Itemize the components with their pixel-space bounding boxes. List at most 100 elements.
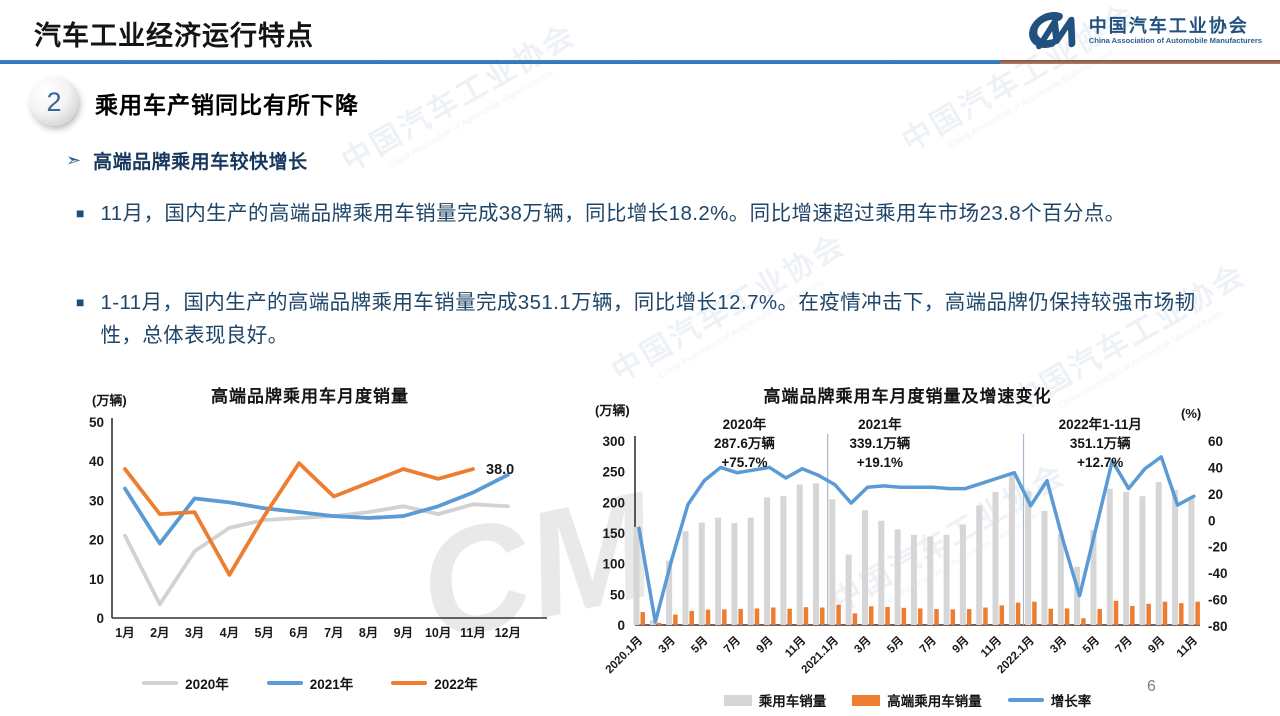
logo-mark-icon: [1028, 12, 1076, 50]
page-title: 汽车工业经济运行特点: [34, 21, 314, 51]
svg-text:9月: 9月: [394, 626, 413, 640]
left-chart-unit-label: (万辆): [92, 393, 127, 408]
svg-text:4月: 4月: [220, 626, 239, 640]
svg-text:-40: -40: [1208, 566, 1228, 581]
logo: 中国汽车工业协会 China Association of Automobile…: [1009, 8, 1262, 54]
svg-text:20: 20: [89, 533, 104, 548]
bar-premium: [1097, 609, 1102, 625]
bar-pv: [943, 534, 950, 625]
bar-premium: [1032, 601, 1037, 625]
svg-text:-60: -60: [1208, 593, 1228, 608]
page-number: 6: [1147, 678, 1156, 695]
legend-item: 乘用车销量: [723, 690, 826, 710]
bar-premium: [1064, 608, 1070, 625]
bar-pv: [698, 522, 705, 625]
legend-label: 高端乘用车销量: [887, 694, 982, 709]
svg-text:11月: 11月: [1174, 634, 1200, 660]
bar-premium: [917, 608, 923, 625]
svg-text:38.0: 38.0: [486, 462, 514, 478]
bar-pv: [764, 497, 771, 625]
svg-text:7月: 7月: [917, 634, 939, 656]
bar-pv: [1008, 474, 1015, 625]
right-chart-title: 高端品牌乘用车月度销量及增速变化: [763, 387, 1052, 406]
svg-text:10: 10: [89, 572, 104, 587]
right-chart-left-unit-label: (万辆): [595, 403, 630, 418]
bar-premium: [1130, 605, 1135, 625]
logo-name-cn: 中国汽车工业协会: [1088, 16, 1249, 37]
arrow-bullet-icon: ➣: [66, 150, 82, 170]
bar-premium: [820, 607, 825, 625]
svg-text:5月: 5月: [689, 634, 711, 656]
legend-label: 2022年: [434, 677, 478, 692]
bar-pv: [878, 520, 885, 625]
svg-text:11月: 11月: [460, 626, 486, 640]
svg-text:0: 0: [96, 611, 104, 626]
series-line-2021年: [123, 473, 510, 546]
bar-pv: [894, 529, 901, 625]
bar-premium: [1015, 602, 1021, 625]
right-chart: 高端品牌乘用车月度销量及增速变化 (万辆) (%) 0 50 100 150 200 25…: [575, 376, 1240, 710]
bar-premium: [803, 607, 809, 625]
legend-swatch: [723, 694, 752, 706]
bullet-item: ■ 11月，国内生产的高端品牌乘用车销量完成38万辆，同比增长18.2%。同比增…: [76, 198, 1216, 231]
svg-text:10月: 10月: [425, 626, 451, 640]
svg-text:1月: 1月: [115, 626, 134, 640]
square-bullet-icon: ■: [76, 294, 85, 310]
svg-text:5月: 5月: [1080, 634, 1102, 656]
bar-premium: [705, 609, 711, 625]
bar-premium: [852, 613, 858, 625]
svg-text:12月: 12月: [495, 626, 521, 640]
left-chart-svg: 0 10 20 30 40 50 1月 2月 3月 4月 5月 6月 7月 8月 9月 10月 11月 12月 38…: [89, 415, 547, 640]
bar-premium: [901, 607, 907, 625]
bar-pv: [992, 491, 999, 625]
bar-pv: [1172, 490, 1179, 625]
bar-pv: [1074, 566, 1081, 625]
svg-text:60: 60: [1208, 434, 1223, 449]
bar-pv: [633, 526, 640, 625]
subheading: ➣ 高端品牌乘用车较快增长: [66, 147, 308, 174]
svg-text:150: 150: [602, 526, 625, 541]
svg-text:7月: 7月: [324, 626, 343, 640]
legend-label: 2020年: [185, 677, 229, 692]
bar-pv: [1025, 491, 1032, 625]
bar-pv: [1188, 498, 1195, 625]
growth-line: [637, 455, 1196, 624]
bar-premium: [950, 609, 956, 625]
svg-text:0: 0: [617, 618, 625, 633]
left-chart-legend: 2020年 2021年 2022年: [60, 673, 560, 693]
svg-text:11月: 11月: [782, 634, 808, 660]
bar-pv: [682, 531, 689, 625]
legend-item: 2022年: [391, 673, 478, 693]
left-chart-title: 高端品牌乘用车月度销量: [211, 387, 409, 406]
svg-text:100: 100: [602, 557, 625, 572]
watermark: 中国汽车工业协会 China Association of Automobile …: [336, 18, 582, 179]
bar-premium: [1162, 601, 1168, 625]
bar-premium: [983, 607, 988, 625]
svg-text:20: 20: [1208, 487, 1223, 502]
right-chart-legend: 乘用车销量 高端乘用车销量 增长率: [575, 690, 1240, 710]
bar-premium: [836, 604, 841, 625]
bar-pv: [780, 496, 787, 625]
bar-pv: [731, 523, 738, 625]
bar-pv: [747, 517, 754, 625]
series-line-2022年: [123, 461, 475, 577]
bar-premium: [1195, 601, 1200, 625]
bullet-text: 1-11月，国内生产的高端品牌乘用车销量完成351.1万辆，同比增长12.7%。…: [100, 291, 1196, 347]
svg-text:9月: 9月: [754, 634, 776, 656]
svg-text:8月: 8月: [359, 626, 378, 640]
header-rule: [0, 60, 1280, 64]
bar-premium: [966, 609, 972, 625]
section-heading: 乘用车产销同比有所下降: [95, 92, 359, 118]
svg-text:7月: 7月: [1113, 634, 1135, 656]
bar-premium: [722, 609, 727, 625]
svg-text:50: 50: [610, 587, 625, 602]
bar-pv: [861, 510, 868, 625]
bar-premium: [787, 608, 792, 625]
bar-pv: [910, 534, 917, 625]
bar-pv: [715, 517, 722, 625]
svg-text:5月: 5月: [884, 634, 906, 656]
svg-text:30: 30: [89, 493, 104, 508]
bar-premium: [1113, 600, 1119, 625]
legend-swatch: [1007, 698, 1044, 702]
svg-text:3月: 3月: [656, 634, 678, 656]
